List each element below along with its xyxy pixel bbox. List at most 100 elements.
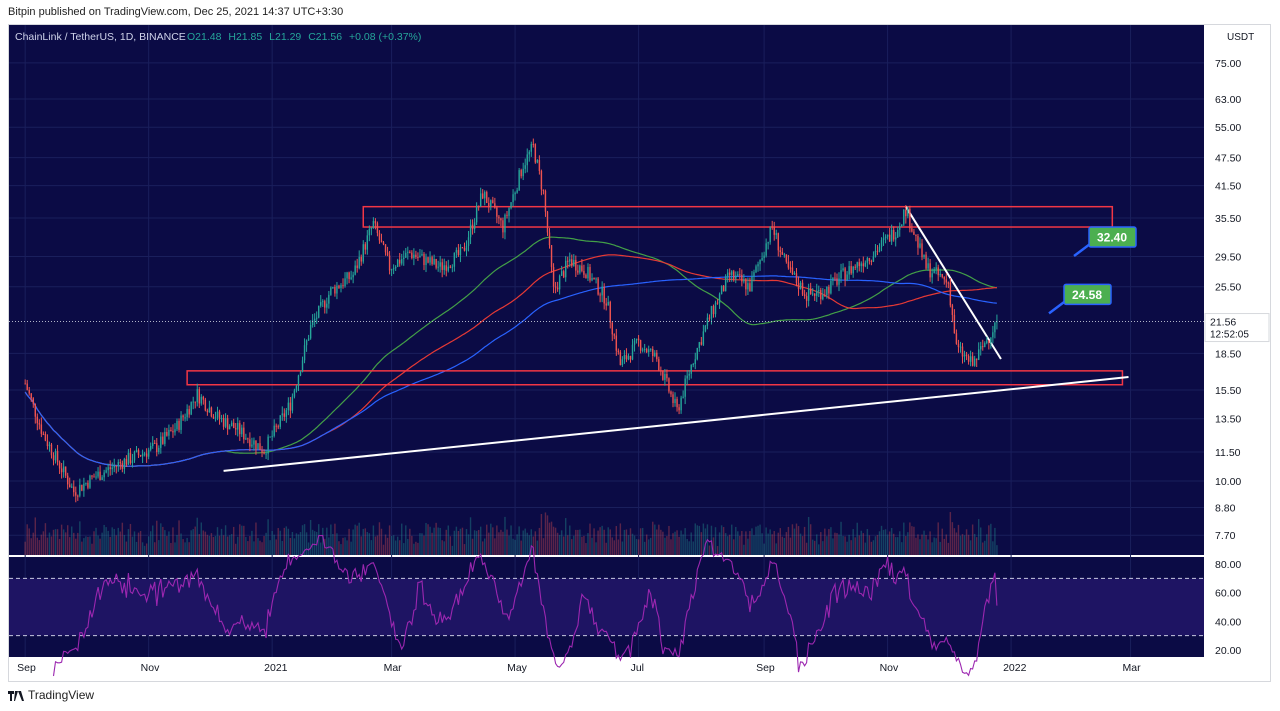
candle-body [868,258,871,262]
volume-bar [763,543,765,555]
candle-body [313,318,316,321]
candle-body [797,283,800,289]
volume-bar [117,527,120,555]
volume-bar [953,528,956,555]
trendline [223,376,1129,472]
volume-bar [783,537,786,555]
volume-bar [479,526,482,555]
candle-body [745,279,747,290]
legend-open: O21.48 [187,31,222,43]
candle-body [32,398,34,404]
candle-body [840,270,842,279]
candle-body [147,449,150,457]
volume-bar [882,529,885,555]
candle-body [585,274,587,279]
candle-body [103,472,105,478]
candle-body [230,422,233,427]
volume-bar [814,540,816,555]
trendlines[interactable] [223,206,1129,472]
candle-body [309,325,312,339]
candle-body [765,243,767,256]
candle-body [348,272,350,279]
candle-body [360,257,362,262]
price-axis[interactable]: 75.00 63.00 55.00 47.50 41.50 35.50 29.50 25.50… [9,32,1270,542]
candle-body [641,349,644,351]
volume-bar [737,531,739,555]
time-axis[interactable]: Sep Nov 2021 Mar May Jul Sep Nov 2022 Mar [17,662,1141,674]
volume-bar [230,534,233,555]
candle-body [591,277,593,281]
candle-body [593,277,595,280]
candle-body [413,254,415,259]
volume-bar [390,535,393,555]
candle-body [261,450,263,453]
volume-bar [508,535,510,555]
candle-body [947,282,950,284]
candle-body [862,263,865,267]
candle-body [28,389,30,394]
volume-bar [255,522,257,555]
volume-bar [874,536,877,555]
volume-bar [504,516,506,555]
volume-bar [232,526,235,555]
volume-bar [682,534,684,555]
candle-body [716,302,719,304]
candle-body [285,410,288,417]
volume-bar [769,529,771,555]
candle-body [253,440,255,445]
volume-bar [95,527,97,555]
candle-body [599,294,601,296]
volume-bar [728,534,731,555]
volume-bar [927,539,929,555]
volume-bar [961,534,964,555]
price-annotations[interactable]: 32.40 24.58 [1048,226,1137,315]
volume-bar [789,537,792,555]
candle-body [226,418,229,430]
volume-bar [795,523,798,555]
candle-body [463,247,466,251]
volume-bar [720,525,723,555]
volume-bar [451,545,454,555]
volume-bar [554,527,557,555]
candle-body [222,418,225,427]
volume-bar [929,531,931,555]
chart-container[interactable]: 32.40 24.58 80.00 60.00 40.00 20.00 75.00 63.… [8,24,1271,682]
candle-body [121,463,124,469]
volume-bar [285,526,288,555]
volume-bar [876,534,879,555]
candle-body [623,355,626,360]
candle-body [874,250,877,257]
volume-bar [676,530,678,555]
volume-bar [777,532,779,555]
volume-bar [141,542,144,555]
volume-bar [311,529,314,555]
price-tick-label: 13.50 [1215,414,1241,426]
volume-bar [326,527,328,555]
volume-bar [548,522,551,555]
volume-bar [700,532,703,555]
price-tick-label: 8.80 [1215,503,1236,515]
last-price-value: 21.56 [1210,317,1236,329]
volume-bar [599,527,601,555]
candle-body [247,438,249,440]
candle-body [739,274,741,276]
volume-bar [573,535,575,555]
candle-body [735,275,737,279]
candle-body [854,266,856,268]
candle-body [664,374,666,380]
volume-bar [334,523,336,555]
candle-body [751,276,753,292]
volume-bar [259,540,261,555]
candle-body [678,407,680,411]
volume-bar [726,536,729,555]
volume-bar [156,520,158,555]
volume-bar [73,532,75,555]
volume-bar [449,536,452,555]
chart-svg[interactable]: 32.40 24.58 80.00 60.00 40.00 20.00 75.00 63.… [9,25,1272,683]
candle-body [101,477,103,480]
volume-bar [127,529,130,555]
volume-bar [111,527,113,555]
volume-bar [654,524,656,555]
volume-bar [935,538,937,555]
candle-body [939,273,941,276]
